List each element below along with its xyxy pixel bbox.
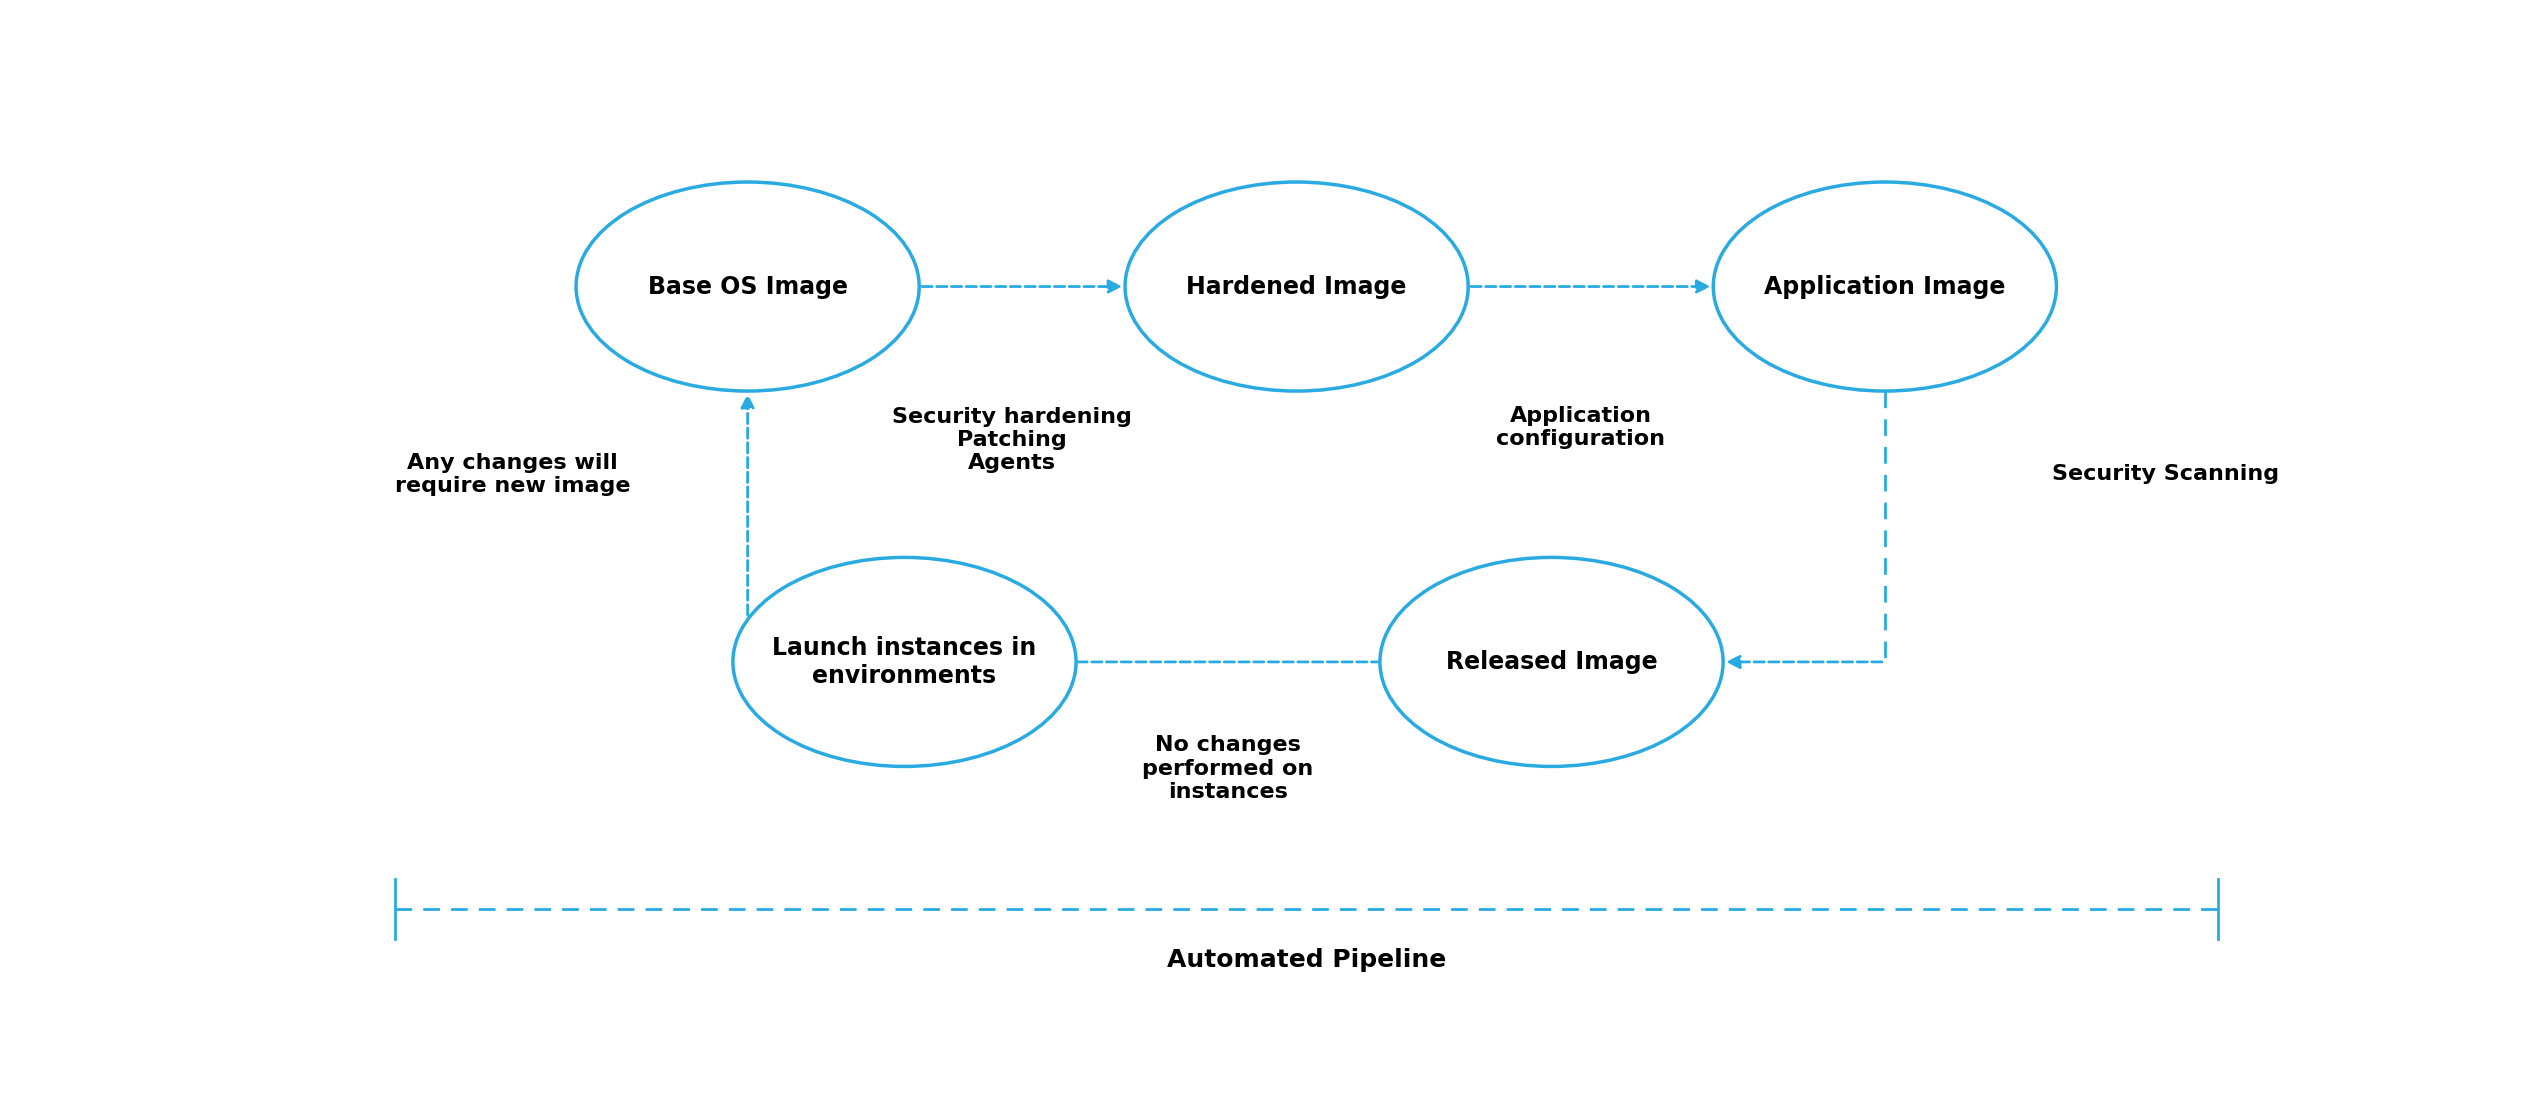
Text: Hardened Image: Hardened Image bbox=[1187, 275, 1407, 298]
Ellipse shape bbox=[577, 182, 918, 391]
Ellipse shape bbox=[734, 557, 1075, 767]
Text: Security hardening
Patching
Agents: Security hardening Patching Agents bbox=[893, 407, 1133, 473]
Text: Base OS Image: Base OS Image bbox=[648, 275, 848, 298]
Text: Application
configuration: Application configuration bbox=[1495, 406, 1665, 449]
Text: Released Image: Released Image bbox=[1445, 650, 1657, 674]
Text: Security Scanning: Security Scanning bbox=[2052, 464, 2280, 484]
Text: Any changes will
require new image: Any changes will require new image bbox=[395, 453, 630, 495]
Text: No changes
performed on
instances: No changes performed on instances bbox=[1144, 736, 1313, 802]
Text: Application Image: Application Image bbox=[1763, 275, 2006, 298]
Ellipse shape bbox=[1379, 557, 1723, 767]
Ellipse shape bbox=[1713, 182, 2057, 391]
Text: Automated Pipeline: Automated Pipeline bbox=[1166, 947, 1447, 972]
Text: Launch instances in
environments: Launch instances in environments bbox=[772, 636, 1037, 688]
Ellipse shape bbox=[1126, 182, 1467, 391]
